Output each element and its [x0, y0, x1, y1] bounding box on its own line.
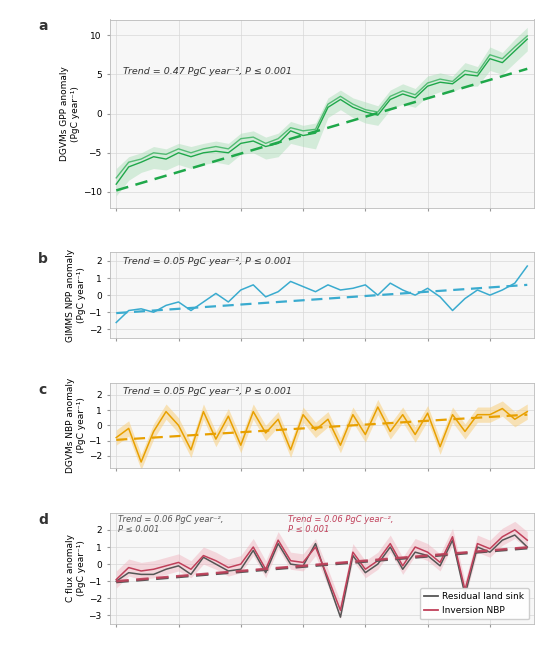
Text: b: b [38, 252, 48, 266]
Text: Trend = 0.05 PgC year⁻², P ≤ 0.001: Trend = 0.05 PgC year⁻², P ≤ 0.001 [123, 387, 292, 396]
Text: Trend = 0.47 PgC year⁻², P ≤ 0.001: Trend = 0.47 PgC year⁻², P ≤ 0.001 [123, 66, 292, 75]
Text: c: c [38, 383, 46, 396]
Text: Trend = 0.06 PgC year⁻²,
P ≤ 0.001: Trend = 0.06 PgC year⁻², P ≤ 0.001 [118, 515, 224, 534]
Legend: Residual land sink, Inversion NBP: Residual land sink, Inversion NBP [420, 588, 529, 619]
Text: a: a [38, 20, 47, 34]
Y-axis label: GIMMS NPP anomaly
(PgC year⁻¹): GIMMS NPP anomaly (PgC year⁻¹) [66, 248, 86, 342]
Y-axis label: C flux anomaly
(PgC year⁻¹): C flux anomaly (PgC year⁻¹) [66, 534, 86, 603]
Text: d: d [38, 513, 48, 526]
Text: Trend = 0.06 PgC year⁻²,
P ≤ 0.001: Trend = 0.06 PgC year⁻², P ≤ 0.001 [288, 515, 393, 534]
Y-axis label: DGVMs NBP anomaly
(PgC year⁻¹): DGVMs NBP anomaly (PgC year⁻¹) [66, 378, 86, 473]
Text: Trend = 0.05 PgC year⁻², P ≤ 0.001: Trend = 0.05 PgC year⁻², P ≤ 0.001 [123, 257, 292, 266]
Y-axis label: DGVMs GPP anomaly
(PgC year⁻¹): DGVMs GPP anomaly (PgC year⁻¹) [60, 66, 80, 161]
